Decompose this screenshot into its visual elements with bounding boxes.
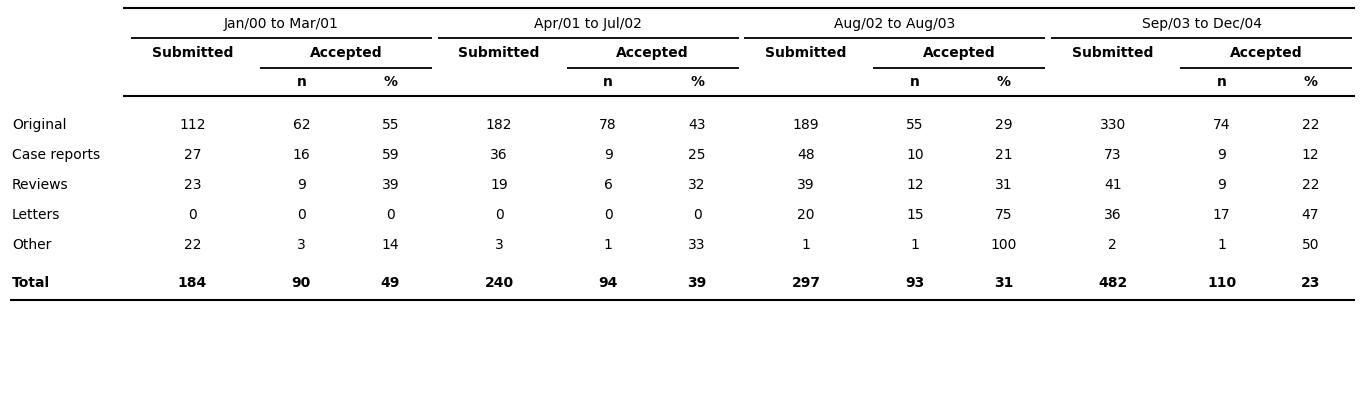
Text: 55: 55 [382,118,399,132]
Text: Case reports: Case reports [12,148,100,162]
Text: 29: 29 [995,118,1013,132]
Text: 33: 33 [688,238,706,252]
Text: 48: 48 [797,148,815,162]
Text: Accepted: Accepted [1230,46,1302,60]
Text: 1: 1 [801,238,811,252]
Text: 73: 73 [1104,148,1122,162]
Text: %: % [1304,75,1317,89]
Text: 62: 62 [292,118,310,132]
Text: 9: 9 [296,178,306,192]
Text: 3: 3 [298,238,306,252]
Text: 23: 23 [1301,276,1320,290]
Text: Submitted: Submitted [459,46,539,60]
Text: Accepted: Accepted [616,46,689,60]
Text: 182: 182 [486,118,512,132]
Text: 21: 21 [995,148,1013,162]
Text: 297: 297 [792,276,820,290]
Text: 20: 20 [797,208,815,222]
Text: 0: 0 [494,208,504,222]
Text: 75: 75 [995,208,1013,222]
Text: Accepted: Accepted [923,46,995,60]
Text: 482: 482 [1097,276,1127,290]
Text: Original: Original [12,118,67,132]
Text: %: % [691,75,704,89]
Text: 3: 3 [494,238,504,252]
Text: 10: 10 [906,148,924,162]
Text: 39: 39 [381,178,399,192]
Text: 74: 74 [1213,118,1230,132]
Text: Jan/00 to Mar/01: Jan/00 to Mar/01 [224,17,339,31]
Text: n: n [1216,75,1227,89]
Text: 0: 0 [692,208,702,222]
Text: 17: 17 [1212,208,1230,222]
Text: 39: 39 [797,178,815,192]
Text: 25: 25 [688,148,706,162]
Text: 94: 94 [598,276,618,290]
Text: 47: 47 [1302,208,1319,222]
Text: 41: 41 [1104,178,1122,192]
Text: 36: 36 [490,148,508,162]
Text: 36: 36 [1104,208,1122,222]
Text: Apr/01 to Jul/02: Apr/01 to Jul/02 [534,17,642,31]
Text: 23: 23 [184,178,201,192]
Text: 55: 55 [906,118,924,132]
Text: Submitted: Submitted [766,46,846,60]
Text: 189: 189 [793,118,819,132]
Text: Accepted: Accepted [310,46,382,60]
Text: 32: 32 [688,178,706,192]
Text: 1: 1 [603,238,613,252]
Text: %: % [384,75,397,89]
Text: 16: 16 [292,148,310,162]
Text: n: n [296,75,306,89]
Text: 0: 0 [386,208,394,222]
Text: 100: 100 [991,238,1017,252]
Text: 110: 110 [1207,276,1237,290]
Text: Sep/03 to Dec/04: Sep/03 to Dec/04 [1141,17,1261,31]
Text: 1: 1 [1218,238,1226,252]
Text: 49: 49 [381,276,400,290]
Text: Submitted: Submitted [152,46,233,60]
Text: 240: 240 [485,276,513,290]
Text: n: n [603,75,613,89]
Text: Submitted: Submitted [1072,46,1153,60]
Text: 330: 330 [1100,118,1126,132]
Text: 22: 22 [1302,178,1319,192]
Text: 12: 12 [1302,148,1320,162]
Text: Other: Other [12,238,52,252]
Text: 90: 90 [292,276,311,290]
Text: Total: Total [12,276,51,290]
Text: 59: 59 [381,148,399,162]
Text: 0: 0 [188,208,197,222]
Text: 43: 43 [688,118,706,132]
Text: 2: 2 [1108,238,1117,252]
Text: 78: 78 [599,118,617,132]
Text: 6: 6 [603,178,613,192]
Text: 184: 184 [177,276,207,290]
Text: 0: 0 [298,208,306,222]
Text: 9: 9 [1218,178,1226,192]
Text: Reviews: Reviews [12,178,68,192]
Text: 93: 93 [905,276,924,290]
Text: 27: 27 [184,148,201,162]
Text: 0: 0 [603,208,613,222]
Text: 14: 14 [381,238,399,252]
Text: 31: 31 [994,276,1013,290]
Text: Letters: Letters [12,208,60,222]
Text: 12: 12 [906,178,924,192]
Text: 39: 39 [688,276,707,290]
Text: n: n [910,75,920,89]
Text: 22: 22 [184,238,201,252]
Text: 9: 9 [603,148,613,162]
Text: 9: 9 [1218,148,1226,162]
Text: %: % [996,75,1010,89]
Text: 31: 31 [995,178,1013,192]
Text: 1: 1 [910,238,919,252]
Text: 50: 50 [1302,238,1319,252]
Text: 112: 112 [179,118,206,132]
Text: 15: 15 [906,208,924,222]
Text: 22: 22 [1302,118,1319,132]
Text: 19: 19 [490,178,508,192]
Text: Aug/02 to Aug/03: Aug/02 to Aug/03 [834,17,956,31]
